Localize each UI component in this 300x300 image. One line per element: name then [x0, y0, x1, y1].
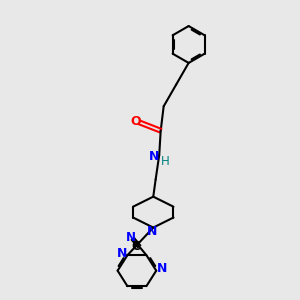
Text: N: N [117, 247, 127, 260]
Text: H: H [161, 155, 170, 168]
Text: O: O [130, 115, 141, 128]
Text: C: C [131, 240, 140, 253]
Text: N: N [126, 231, 136, 244]
Text: N: N [156, 262, 167, 275]
Text: N: N [149, 150, 159, 163]
Text: N: N [147, 225, 157, 238]
